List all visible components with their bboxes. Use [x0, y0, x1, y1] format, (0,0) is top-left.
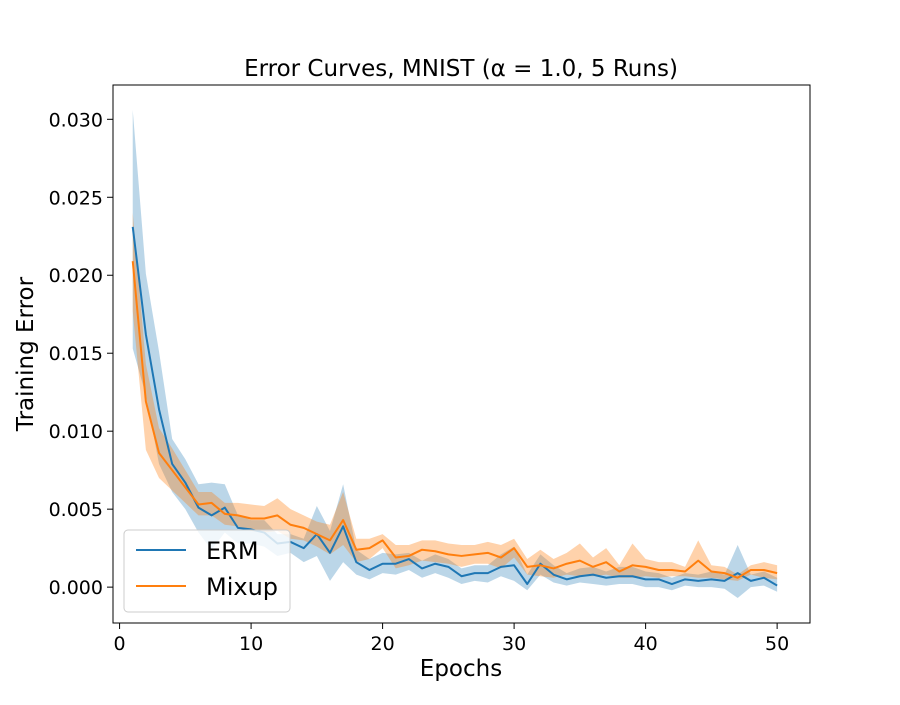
x-tick-label: 0: [114, 633, 126, 655]
x-tick-label: 20: [371, 633, 395, 655]
erm-line: [131, 226, 778, 587]
y-tick-label: 0.000: [49, 577, 103, 599]
x-axis-title: Epochs: [420, 656, 502, 682]
y-tick-label: 0.005: [49, 499, 103, 521]
plot-frame: [112, 84, 811, 624]
y-tick-label: 0.030: [49, 109, 103, 131]
confidence-bands: [132, 109, 778, 599]
y-tick-label: 0.010: [49, 421, 103, 443]
x-tick-label: 40: [634, 633, 658, 655]
chart-title: Error Curves, MNIST (α = 1.0, 5 Runs): [244, 56, 678, 82]
y-tick-label: 0.015: [49, 343, 103, 365]
y-tick-label: 0.020: [49, 265, 103, 287]
y-tick-label: 0.025: [49, 187, 103, 209]
x-tick-label: 30: [502, 633, 526, 655]
x-tick-label: 10: [239, 633, 263, 655]
legend: ERM Mixup: [123, 529, 291, 613]
series-lines: [131, 226, 778, 587]
legend-label-erm: ERM: [206, 537, 259, 565]
x-axis: 0 10 20 30 40 50: [114, 623, 789, 655]
mixup-line: [131, 261, 778, 579]
x-tick-label: 50: [765, 633, 789, 655]
y-axis-title: Training Error: [13, 276, 39, 432]
y-axis: 0.000 0.005 0.010 0.015 0.020 0.025 0.030: [49, 109, 113, 599]
legend-label-mixup: Mixup: [206, 573, 278, 601]
